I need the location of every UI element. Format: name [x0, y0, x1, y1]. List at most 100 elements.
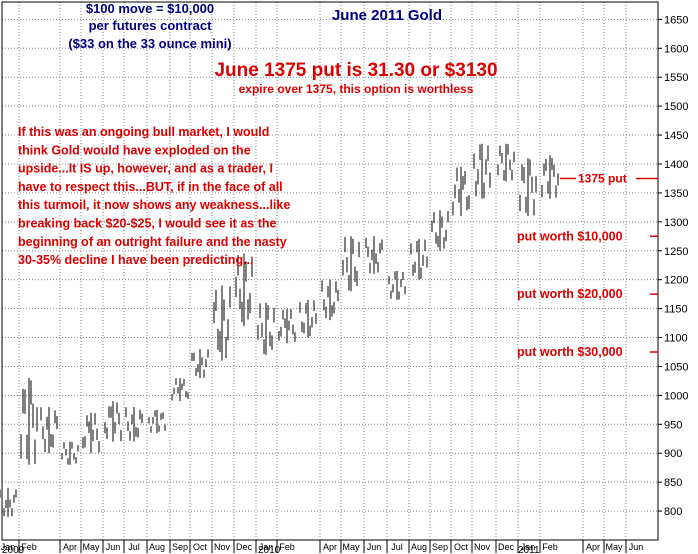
x-tick-label: Jun — [629, 542, 644, 552]
x-tick-label: Aug — [149, 542, 165, 552]
x-tick-label: Apr — [586, 542, 600, 552]
subheadline: expire over 1375, this option is worthle… — [239, 82, 474, 96]
commentary-block: If this was an ongoing bull market, I wo… — [18, 125, 290, 267]
price-bar-2009-10 — [191, 349, 209, 379]
price-bar-2011-02 — [541, 155, 559, 199]
y-tick-label: 850 — [664, 477, 682, 489]
y-tick-label: 1100 — [664, 333, 688, 345]
commentary-line: have to respect this...BUT, if in the fa… — [18, 180, 283, 194]
price-bar-2009-07 — [125, 406, 143, 442]
price-bar-2009-02 — [20, 378, 38, 465]
price-bar-2010-02 — [278, 308, 296, 344]
x-axis: Jan Feb Apr May Jun Jul Aug Sep Oct Nov Dec Jan Feb A… — [1, 540, 644, 554]
y-tick-label: 1600 — [664, 43, 688, 55]
price-bar-2010-08 — [410, 239, 428, 280]
price-bar-2010-01 — [257, 302, 275, 355]
plot-border — [1, 1, 659, 541]
x-tick-label: Jan — [521, 542, 536, 552]
strike-label: 1375 put — [578, 171, 627, 185]
price-bar-2010-06 — [365, 236, 383, 274]
x-tick-label: Jul — [128, 542, 140, 552]
plot-frame — [1, 1, 659, 541]
y-tick-label: 1500 — [664, 101, 688, 113]
price-bar-2010-10 — [452, 166, 470, 217]
x-tick-label: Oct — [454, 542, 469, 552]
y-tick-label: 1400 — [664, 159, 688, 171]
x-tick-label: Aug — [411, 542, 427, 552]
price-bar-2009-04 — [61, 441, 79, 465]
commentary-line: this turmoil, it now shows any weakness.… — [18, 198, 290, 212]
year-label: 2011 — [518, 545, 540, 554]
contract-note-line-1: $100 move = $10,000 — [86, 1, 214, 16]
y-tick-label: 1250 — [664, 246, 688, 258]
x-tick-label: Feb — [21, 542, 37, 552]
x-tick-label: Dec — [236, 542, 253, 552]
x-tick-label: Oct — [193, 542, 208, 552]
price-bar-2009-12 — [235, 253, 253, 326]
price-bar-2009-05 — [82, 412, 100, 454]
x-tick-label: Feb — [542, 542, 558, 552]
headline: June 1375 put is 31.30 or $3130 — [214, 60, 497, 81]
price-bar-2010-05 — [342, 236, 360, 292]
x-tick-label: Nov — [474, 542, 491, 552]
commentary-line: breaking back $20-$25, I would see it as… — [18, 217, 276, 231]
commentary-line: If this was an ongoing bull market, I wo… — [18, 125, 269, 139]
x-tick-label: Jun — [367, 542, 382, 552]
x-tick-label: Jan — [259, 542, 274, 552]
y-tick-label: 900 — [664, 448, 682, 460]
y-tick-label: 1150 — [664, 304, 688, 316]
y-tick-label: 950 — [664, 419, 682, 431]
x-tick-label: Apr — [63, 542, 77, 552]
level-annotations: 1375 put put worth $10,000 put worth $20,0… — [517, 171, 658, 359]
commentary-line: upside...It IS up, however, and as a tra… — [18, 162, 273, 176]
y-tick-label: 800 — [664, 506, 682, 518]
commentary-line: beginning of an outright failure and the… — [18, 235, 287, 249]
price-bar-2010-11 — [473, 143, 491, 199]
x-tick-label: Nov — [214, 542, 231, 552]
x-tick-label: Jul — [391, 542, 403, 552]
grid-lines — [2, 2, 658, 540]
price-bar-2010-12 — [497, 143, 515, 182]
y-axis: 800 850 900 950 1000 1050 1100 1150 1200 1250 1300… — [658, 14, 688, 518]
y-tick-label: 1000 — [664, 390, 688, 402]
price-bar-2009-06 — [104, 401, 122, 442]
y-tick-label: 1300 — [664, 217, 688, 229]
x-tick-label: May — [342, 542, 360, 552]
price-bar-2010-03 — [299, 299, 317, 338]
y-tick-label: 1200 — [664, 275, 688, 287]
price-bar-2009-11 — [213, 285, 231, 361]
commentary-line: 30-35% decline I have been predicting... — [18, 253, 254, 267]
price-bar-2011-01 — [519, 158, 537, 217]
price-bar-2009-03 — [40, 406, 58, 454]
x-tick-label: Sep — [172, 542, 188, 552]
x-tick-label: Apr — [323, 542, 337, 552]
x-tick-label: Jun — [106, 542, 121, 552]
price-bar-2010-04 — [321, 279, 339, 321]
y-tick-label: 1450 — [664, 130, 688, 142]
y-tick-label: 1050 — [664, 361, 688, 373]
year-label: 2010 — [258, 545, 281, 554]
contract-note-line-3: ($33 on the 33 ounce mini) — [68, 36, 231, 51]
level-label: put worth $20,000 — [517, 287, 623, 301]
x-tick-label: May — [82, 542, 100, 552]
price-bar-2009-08 — [148, 409, 166, 433]
contract-note-line-2: per futures contract — [89, 18, 212, 33]
x-tick-label: Jan — [1, 542, 16, 552]
y-tick-label: 1550 — [664, 72, 688, 84]
price-bar-2010-09 — [431, 210, 449, 251]
price-bar-2009-01 — [0, 487, 17, 517]
x-tick-label: May — [605, 542, 623, 552]
y-tick-label: 1650 — [664, 14, 688, 26]
x-tick-label: Sep — [432, 542, 448, 552]
commentary-line: think Gold would have exploded on the — [18, 143, 251, 157]
chart-title: June 2011 Gold — [332, 7, 442, 24]
x-tick-label: Feb — [279, 542, 295, 552]
level-label: put worth $10,000 — [517, 229, 623, 243]
price-bar-2009-09 — [171, 378, 189, 402]
year-label: 2009 — [2, 545, 25, 554]
x-tick-label: Dec — [498, 542, 515, 552]
price-bar-2010-07 — [388, 271, 406, 300]
level-label: put worth $30,000 — [517, 345, 623, 359]
